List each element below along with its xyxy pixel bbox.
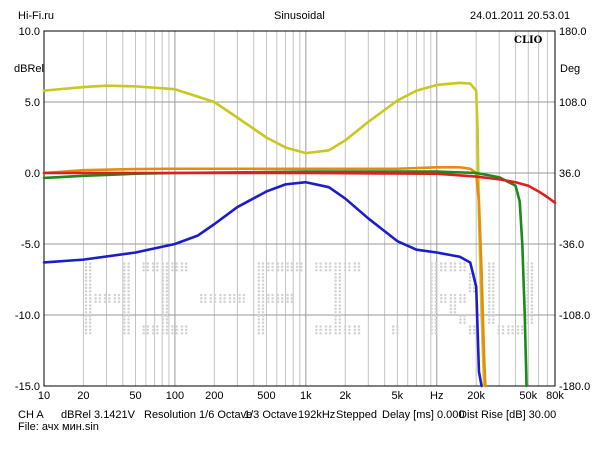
footer-dbrel: dBRel 3.1421V (61, 409, 135, 421)
y2-tick-label: 36.0 (559, 168, 580, 180)
y-axis-label: dBRel (14, 63, 44, 75)
footer-rate: 192kHz (298, 409, 336, 421)
header-left: Hi-Fi.ru (18, 10, 55, 22)
x-tick-label: 50 (129, 390, 141, 402)
y-tick-label: 10.0 (19, 26, 40, 38)
y2-tick-label: -36.0 (559, 239, 584, 251)
footer-resolution: Resolution 1/6 Octave (144, 409, 253, 421)
footer-file: File: ачх мин.sin (18, 421, 99, 433)
y2-axis-ticks: 180.0 108.0 36.0 -36.0 -108.0 -180.0 (559, 26, 590, 393)
x-tick-label: 80k (546, 390, 564, 402)
y-tick-label: -10.0 (15, 310, 40, 322)
x-tick-label: 20 (77, 390, 89, 402)
plot-frame (43, 30, 556, 387)
x-axis-ticks: 10 20 50 100 200 500 1k 2k 5k Hz 20k 50k 80k (38, 390, 564, 402)
x-tick-label: 500 (257, 390, 275, 402)
footer-channel: CH A (18, 409, 44, 421)
x-tick-label: 200 (205, 390, 223, 402)
x-tick-label: Hz (430, 390, 443, 402)
y2-tick-label: 180.0 (559, 26, 587, 38)
footer-mode: Stepped (336, 409, 377, 421)
y-tick-label: -5.0 (21, 239, 40, 251)
header-title: Sinusoidal (274, 10, 325, 22)
watermark-logo (84, 262, 534, 335)
header-timestamp: 24.01.2011 20.53.01 (470, 10, 571, 22)
y-tick-label: 0.0 (25, 168, 40, 180)
series-line-2 (42, 166, 487, 388)
series-line-1 (42, 81, 486, 388)
x-tick-label: 50k (519, 390, 537, 402)
x-tick-label: 100 (166, 390, 184, 402)
x-tick-label: 20k (467, 390, 485, 402)
y2-tick-label: 108.0 (559, 97, 587, 109)
y2-tick-label: -180.0 (559, 381, 590, 393)
y-axis-ticks: 10.0 5.0 0.0 -5.0 -10.0 -15.0 (15, 26, 40, 393)
series-layer (42, 81, 557, 388)
x-tick-label: 5k (392, 390, 404, 402)
y2-axis-label: Deg (560, 63, 581, 75)
footer-octave: 1/3 Octave (244, 409, 298, 421)
x-tick-label: 2k (339, 390, 351, 402)
series-line-5 (42, 180, 483, 388)
y-tick-label: 5.0 (25, 97, 40, 109)
footer-distrise: Dist Rise [dB] 30.00 (459, 409, 557, 421)
series-line-4 (42, 171, 557, 205)
y-tick-label: -15.0 (15, 381, 40, 393)
x-tick-label: 1k (300, 390, 312, 402)
clio-logo: CLIO (514, 35, 543, 46)
y2-tick-label: -108.0 (559, 310, 590, 322)
x-tick-label: 10 (38, 390, 50, 402)
footer-delay: Delay [ms] 0.000 (382, 409, 465, 421)
